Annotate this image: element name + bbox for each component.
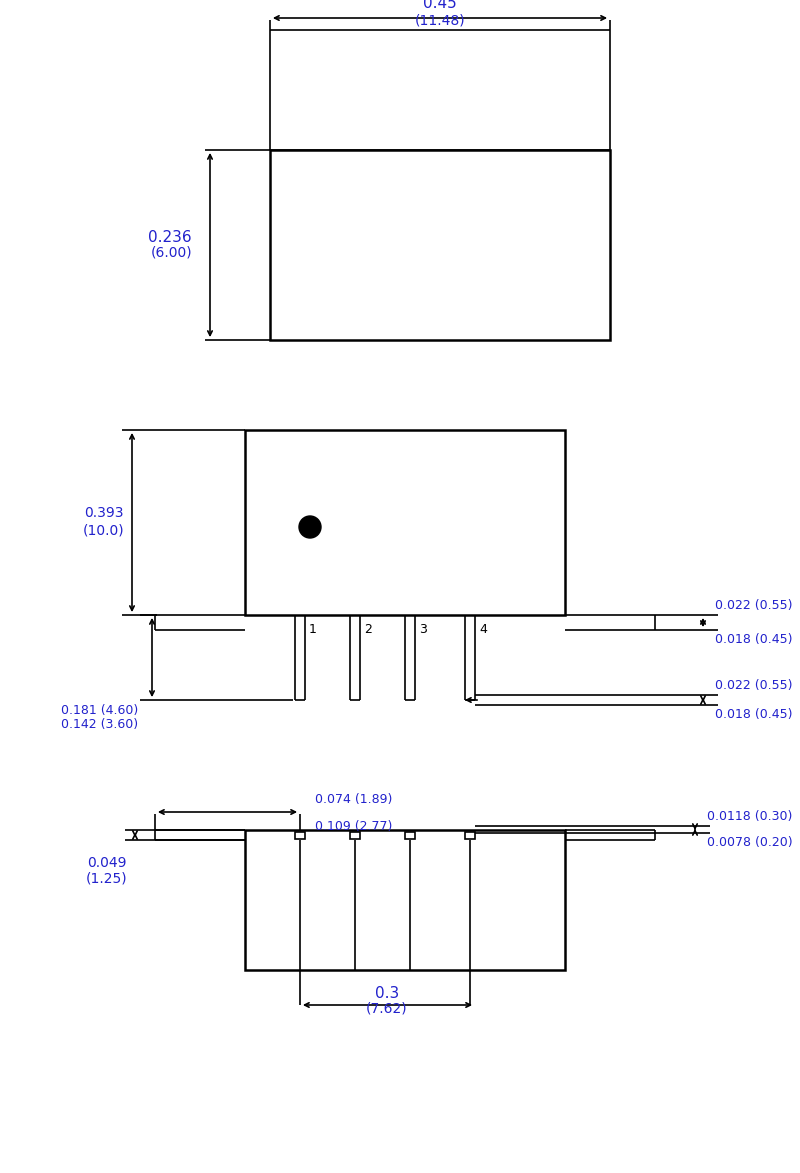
Circle shape	[299, 516, 321, 538]
Bar	[465, 832, 475, 839]
Bar	[245, 430, 565, 615]
Text: (1.25): (1.25)	[86, 872, 127, 886]
Text: 2: 2	[364, 623, 372, 636]
Text: 3: 3	[419, 623, 427, 636]
Text: 0.142 (3.60): 0.142 (3.60)	[61, 718, 138, 731]
Text: 0.236: 0.236	[148, 230, 192, 244]
Bar	[245, 830, 565, 970]
Text: 0.018 (0.45): 0.018 (0.45)	[715, 708, 793, 721]
Text: 0.074 (1.89): 0.074 (1.89)	[315, 793, 392, 806]
Bar	[270, 150, 610, 340]
Text: 0.181 (4.60): 0.181 (4.60)	[61, 704, 138, 717]
Text: 0.109 (2.77): 0.109 (2.77)	[315, 820, 392, 833]
Text: (6.00): (6.00)	[150, 246, 192, 260]
Text: 0.45: 0.45	[423, 0, 457, 12]
Text: 0.0118 (0.30): 0.0118 (0.30)	[707, 811, 792, 823]
Bar	[295, 832, 305, 839]
Text: 0.393: 0.393	[85, 506, 124, 520]
Text: 0.018 (0.45): 0.018 (0.45)	[715, 633, 793, 646]
Text: 4: 4	[479, 623, 487, 636]
Bar	[350, 832, 360, 839]
Text: 0.3: 0.3	[375, 985, 399, 1001]
Text: 0.049: 0.049	[87, 856, 127, 870]
Text: 0.022 (0.55): 0.022 (0.55)	[715, 679, 793, 692]
Text: (7.62): (7.62)	[366, 1002, 408, 1016]
Text: (10.0): (10.0)	[82, 524, 124, 538]
Text: 1: 1	[309, 623, 317, 636]
Text: 0.0078 (0.20): 0.0078 (0.20)	[707, 836, 793, 849]
Text: 0.022 (0.55): 0.022 (0.55)	[715, 599, 793, 612]
Text: (11.48): (11.48)	[414, 13, 466, 27]
Bar	[405, 832, 415, 839]
